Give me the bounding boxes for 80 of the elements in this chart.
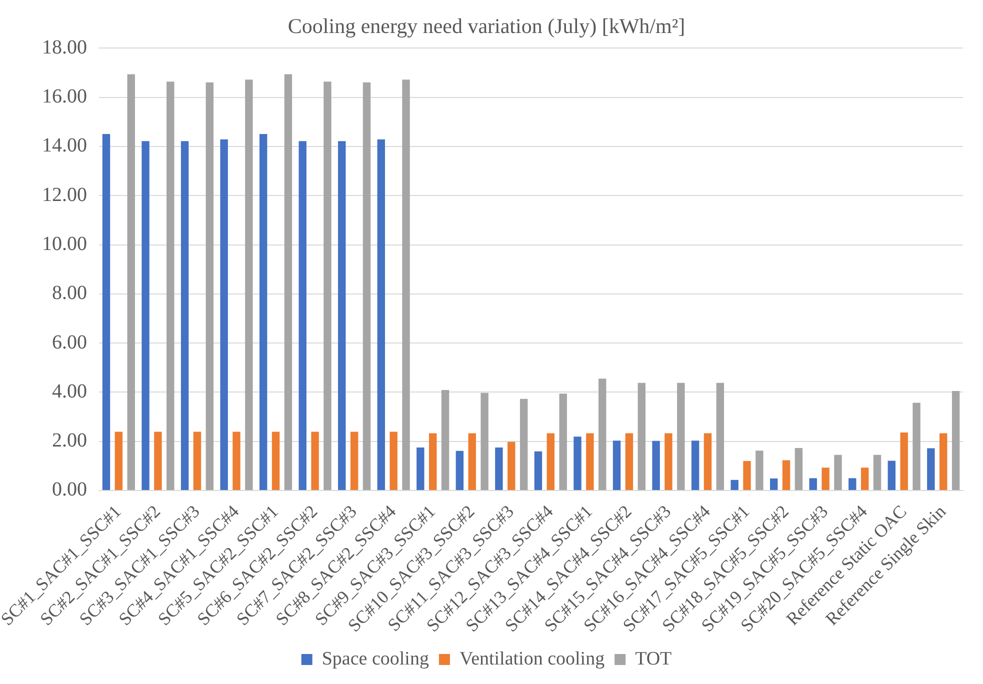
bar xyxy=(102,134,110,490)
bar xyxy=(220,139,228,490)
bar xyxy=(259,134,268,490)
bar xyxy=(730,480,738,490)
bar xyxy=(809,478,817,490)
y-tick-label: 18.00 xyxy=(42,36,88,58)
bar xyxy=(298,141,306,490)
bar xyxy=(428,433,437,490)
bar xyxy=(940,433,948,490)
bar xyxy=(704,433,712,490)
bar xyxy=(311,432,319,490)
bar xyxy=(495,447,503,490)
bar xyxy=(245,80,253,490)
y-tick-label: 16.00 xyxy=(42,86,88,108)
bar xyxy=(456,450,464,490)
bar xyxy=(284,74,292,490)
bar xyxy=(362,82,371,490)
bar xyxy=(441,390,450,490)
bar xyxy=(127,74,135,490)
bar xyxy=(574,436,582,490)
bar xyxy=(638,382,646,490)
bar xyxy=(664,433,672,490)
bar xyxy=(546,433,555,490)
bar xyxy=(166,82,174,490)
legend-label: Ventilation cooling xyxy=(459,648,606,670)
bar xyxy=(952,390,960,490)
bar xyxy=(508,442,516,490)
bar xyxy=(873,454,882,490)
bar xyxy=(377,139,385,490)
bar xyxy=(338,141,346,490)
bar xyxy=(625,433,634,490)
bar xyxy=(390,432,398,490)
bar xyxy=(900,432,908,490)
bar xyxy=(612,440,621,490)
bar xyxy=(416,447,424,490)
bar xyxy=(834,454,842,490)
bar xyxy=(142,141,150,490)
bar xyxy=(206,82,214,490)
y-tick-label: 0.00 xyxy=(52,478,88,501)
bar xyxy=(912,402,920,490)
bar xyxy=(756,450,764,490)
bar xyxy=(888,460,896,490)
legend-label: TOT xyxy=(635,648,672,670)
bar xyxy=(232,432,240,490)
bar xyxy=(324,82,332,490)
bar xyxy=(770,478,778,490)
bar xyxy=(114,432,123,490)
bar xyxy=(743,460,751,490)
bar xyxy=(782,460,790,490)
bar xyxy=(180,141,189,490)
y-tick-label: 10.00 xyxy=(42,233,88,256)
bar xyxy=(794,448,803,490)
bar xyxy=(598,378,606,490)
y-tick-label: 4.00 xyxy=(52,380,88,402)
bar xyxy=(691,440,700,490)
bar xyxy=(402,80,410,490)
bar xyxy=(927,448,935,490)
bar xyxy=(586,433,594,490)
y-tick-label: 14.00 xyxy=(42,134,88,157)
bar xyxy=(272,432,280,490)
bar xyxy=(350,432,358,490)
bar xyxy=(468,433,476,490)
y-tick-label: 2.00 xyxy=(52,430,88,452)
bar xyxy=(480,392,488,490)
y-tick-label: 12.00 xyxy=(42,184,88,206)
bar xyxy=(677,382,685,490)
bar xyxy=(716,382,724,490)
bar xyxy=(520,398,528,490)
bar xyxy=(193,432,202,490)
bar xyxy=(652,440,660,490)
y-tick-label: 8.00 xyxy=(52,282,88,304)
chart-title: Cooling energy need variation (July) [kWh/m²] xyxy=(288,14,686,38)
y-tick-label: 6.00 xyxy=(52,331,88,354)
legend-label: Space cooling xyxy=(322,648,430,670)
bar xyxy=(822,468,830,490)
bar xyxy=(559,394,567,490)
bar xyxy=(154,432,162,490)
bar xyxy=(534,451,542,490)
bar xyxy=(860,468,869,490)
bar xyxy=(848,478,856,490)
